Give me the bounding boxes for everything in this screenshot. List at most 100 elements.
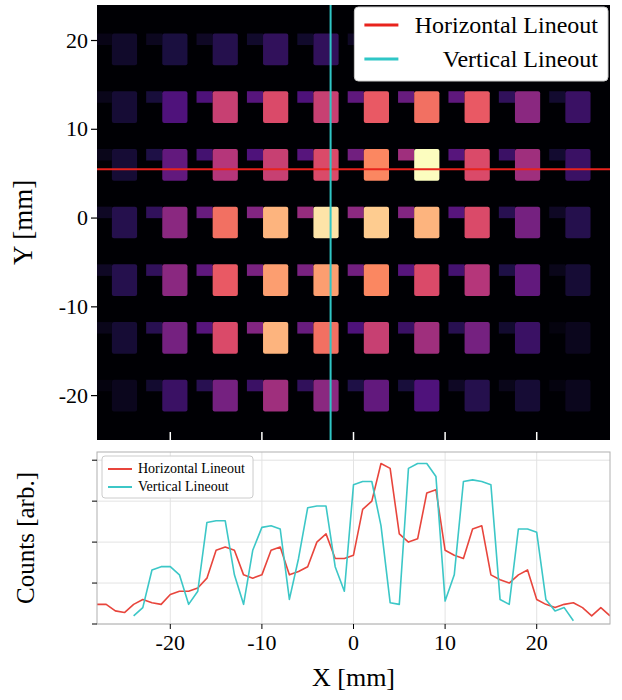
x-tick-label: 20 xyxy=(526,630,548,655)
cell-arm xyxy=(348,322,364,334)
x-tick xyxy=(261,432,263,440)
y-tick xyxy=(92,501,97,502)
cell xyxy=(348,207,389,239)
cell xyxy=(448,380,489,412)
cell-body xyxy=(263,380,288,412)
cell-arm xyxy=(297,264,313,276)
cell-arm xyxy=(146,322,162,334)
cell-body xyxy=(465,264,490,296)
x-tick xyxy=(261,624,262,629)
lineout xyxy=(134,463,574,620)
cell-arm xyxy=(297,91,313,103)
cell-body xyxy=(263,207,288,239)
figure: -20-1001020Y [mm]Horizontal LineoutVerti… xyxy=(0,0,622,700)
cell-arm xyxy=(97,264,112,276)
cell xyxy=(146,34,187,66)
cell-body xyxy=(414,380,439,412)
cell-arm xyxy=(448,91,464,103)
y-tick-label: 20 xyxy=(66,28,88,53)
cell-body xyxy=(565,149,590,181)
x-tick-label: 10 xyxy=(434,630,456,655)
cell-body xyxy=(112,322,137,354)
cell-body xyxy=(313,149,338,181)
y-axis-title: Counts [arb.] xyxy=(12,472,39,604)
plot-background xyxy=(97,452,610,624)
cell xyxy=(197,149,238,181)
cell-arm xyxy=(448,149,464,161)
cell-body xyxy=(313,207,338,239)
legend-swatch xyxy=(108,468,132,470)
cell-body xyxy=(414,264,439,296)
cell xyxy=(297,149,338,181)
cell-arm xyxy=(97,380,112,392)
legend-label: Vertical Lineout xyxy=(443,46,599,72)
cell xyxy=(348,149,389,181)
legend-box xyxy=(354,7,608,81)
x-tick xyxy=(536,432,538,440)
y-tick xyxy=(92,583,97,584)
cell-body xyxy=(213,149,238,181)
y-tick xyxy=(92,460,97,461)
cell xyxy=(448,149,489,181)
cell xyxy=(197,380,238,412)
cell-body xyxy=(263,322,288,354)
x-tick xyxy=(353,432,355,440)
cell-arm xyxy=(348,91,364,103)
cell-arm xyxy=(448,207,464,219)
cell-body xyxy=(364,380,389,412)
cell xyxy=(549,207,590,239)
x-tick-label: -10 xyxy=(247,630,276,655)
x-tick xyxy=(353,624,354,629)
cell-arm xyxy=(549,322,565,334)
cell-arm xyxy=(398,264,414,276)
cell xyxy=(398,322,439,354)
legend-label: Horizontal Lineout xyxy=(138,461,245,476)
cell xyxy=(348,91,389,123)
cell xyxy=(247,91,288,123)
cell-body xyxy=(565,322,590,354)
cell xyxy=(97,149,137,181)
cell xyxy=(247,207,288,239)
cell xyxy=(247,322,288,354)
cell xyxy=(146,380,187,412)
x-tick xyxy=(445,624,446,629)
cell xyxy=(197,91,238,123)
cell-body xyxy=(112,91,137,123)
cell-arm xyxy=(398,91,414,103)
cell-body xyxy=(414,207,439,239)
cell-arm xyxy=(97,322,112,334)
x-tick xyxy=(170,624,171,629)
cell-arm xyxy=(97,149,112,161)
cell-body xyxy=(465,91,490,123)
y-tick xyxy=(91,129,97,130)
vertical-lineout-line xyxy=(330,5,332,440)
cell xyxy=(97,91,137,123)
cell-body xyxy=(162,264,187,296)
cell xyxy=(499,322,540,354)
cell-body xyxy=(364,207,389,239)
cell xyxy=(297,91,338,123)
cell-body xyxy=(565,264,590,296)
cell-body xyxy=(515,322,540,354)
y-tick xyxy=(91,395,97,396)
cell-arm xyxy=(448,264,464,276)
cell-arm xyxy=(247,34,263,46)
cell-arm xyxy=(97,34,112,46)
legend-label: Horizontal Lineout xyxy=(415,12,599,38)
y-tick-label: 10 xyxy=(66,116,88,141)
cell xyxy=(448,91,489,123)
grid-line xyxy=(261,452,262,624)
cell-body xyxy=(364,91,389,123)
cell-body xyxy=(515,380,540,412)
legend-label: Vertical Lineout xyxy=(138,479,229,494)
cell-arm xyxy=(197,380,213,392)
cell-arm xyxy=(448,322,464,334)
cell-body xyxy=(313,264,338,296)
cell-arm xyxy=(146,34,162,46)
cell xyxy=(247,264,288,296)
cell-body xyxy=(162,207,187,239)
cell-arm xyxy=(297,34,313,46)
cell-body xyxy=(313,34,338,66)
cell-body xyxy=(162,322,187,354)
cell xyxy=(499,264,540,296)
